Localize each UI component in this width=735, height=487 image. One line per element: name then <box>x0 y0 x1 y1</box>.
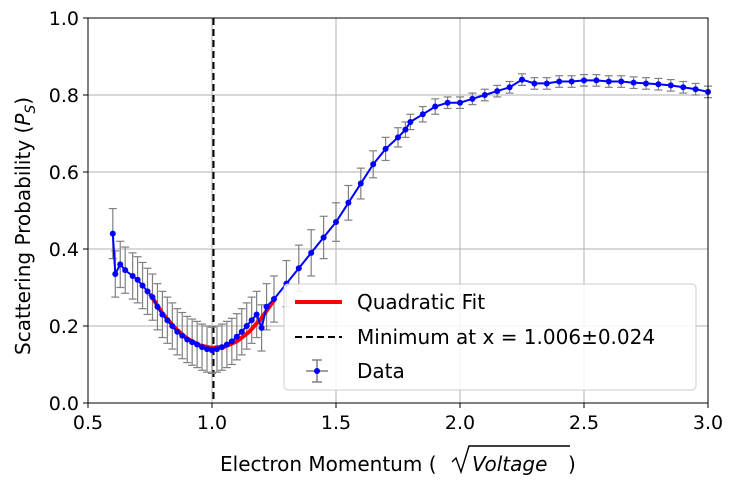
data-point <box>228 338 235 345</box>
x-tick-label: 1.0 <box>197 412 227 434</box>
data-point <box>457 99 463 106</box>
data-point <box>308 249 315 256</box>
data-point <box>223 341 230 348</box>
data-point <box>481 92 488 98</box>
data-point <box>618 78 625 85</box>
y-axis-label-text: Scattering Probability (PS) <box>11 97 39 355</box>
x-tick-label: 2.5 <box>569 412 599 434</box>
data-point <box>129 272 136 279</box>
data-point <box>218 344 225 351</box>
data-point <box>134 276 141 283</box>
data-point <box>494 88 501 95</box>
y-tick-label: 0.4 <box>49 239 79 261</box>
data-point <box>263 303 270 310</box>
y-tick-label: 0.2 <box>49 316 79 338</box>
legend-data-swatch <box>306 359 328 383</box>
data-point <box>382 145 389 152</box>
data-point <box>209 347 215 354</box>
sqrt-symbol <box>451 445 570 475</box>
data-point <box>357 180 364 187</box>
data-point <box>184 336 191 343</box>
x-axis-title: Electron Momentum ( Voltage ) <box>220 445 576 476</box>
data-point <box>164 317 171 324</box>
x-tick-label: 0.5 <box>73 412 103 434</box>
data-point <box>258 324 265 331</box>
x-axis-ticks: 0.5 1.0 1.5 2.0 2.5 3.0 <box>73 403 723 434</box>
data-point <box>122 267 129 274</box>
data-point <box>248 317 255 324</box>
data-point <box>345 199 352 206</box>
data-point <box>419 111 426 118</box>
y-tick-label: 0.8 <box>49 85 79 107</box>
data-point <box>680 84 687 91</box>
y-axis-title: Scattering Probability (PS) <box>11 97 39 355</box>
data-point <box>139 282 146 289</box>
data-point <box>395 134 401 141</box>
data-point <box>174 328 181 335</box>
data-point <box>179 332 186 339</box>
data-point <box>519 76 525 83</box>
data-point <box>144 288 151 295</box>
data-point <box>692 86 699 93</box>
plot-frame <box>87 17 709 404</box>
data-point <box>333 219 339 226</box>
data-point <box>531 80 538 87</box>
data-point <box>543 80 550 87</box>
data-point <box>199 344 206 351</box>
legend-box <box>283 283 697 391</box>
data-point <box>605 78 612 85</box>
y-tick-label: 0.0 <box>49 393 79 415</box>
data-point <box>320 234 327 241</box>
data-point <box>149 294 156 301</box>
data-point <box>204 346 211 353</box>
data-points-series <box>109 76 711 354</box>
x-axis-label-math: Voltage <box>472 452 547 476</box>
data-point <box>556 78 563 85</box>
data-point <box>213 346 220 353</box>
data-point <box>159 311 166 318</box>
x-tick-label: 1.5 <box>321 412 351 434</box>
data-point <box>655 81 662 88</box>
legend-data-label: Data <box>357 359 405 383</box>
y-tick-label: 0.6 <box>49 162 79 184</box>
data-point <box>469 95 476 102</box>
data-point <box>243 323 250 329</box>
data-point <box>407 118 414 125</box>
x-axis-label-text: Electron Momentum ( <box>220 452 437 476</box>
data-point <box>169 323 176 329</box>
data-point <box>643 80 649 87</box>
data-point <box>109 230 116 237</box>
data-point <box>444 99 451 106</box>
data-point <box>568 78 575 85</box>
data-point <box>253 311 260 318</box>
data-point <box>117 261 124 268</box>
data-point <box>506 84 513 91</box>
legend-fit-label: Quadratic Fit <box>357 290 485 314</box>
data-point <box>667 82 674 89</box>
data-point <box>295 265 302 272</box>
data-point <box>112 271 119 278</box>
data-point <box>593 77 600 84</box>
legend-vline-label: Minimum at x = 1.006±0.024 <box>357 325 655 349</box>
x-axis-label-close: ) <box>568 452 576 476</box>
data-point <box>432 103 439 110</box>
data-point <box>154 303 161 310</box>
data-point <box>271 296 277 303</box>
y-tick-label: 1.0 <box>49 8 79 30</box>
data-point <box>402 126 409 133</box>
data-point <box>630 79 637 86</box>
y-axis-ticks: 0.0 0.2 0.4 0.6 0.8 1.0 <box>49 8 88 415</box>
x-tick-label: 3.0 <box>693 412 723 434</box>
legend: Quadratic Fit Minimum at x = 1.006±0.024… <box>283 283 697 391</box>
data-point <box>194 341 201 348</box>
data-point <box>189 339 196 346</box>
data-point <box>370 161 377 168</box>
data-point <box>581 77 587 84</box>
x-tick-label: 2.0 <box>445 412 475 434</box>
data-point <box>238 328 245 335</box>
data-point <box>233 333 240 340</box>
